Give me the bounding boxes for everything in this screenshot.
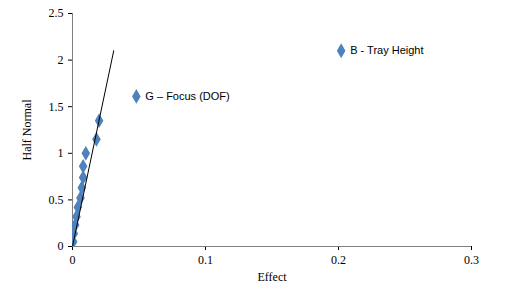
- svg-text:B - Tray Height: B - Tray Height: [350, 44, 423, 56]
- svg-text:0: 0: [58, 239, 64, 253]
- svg-text:0.1: 0.1: [198, 253, 213, 267]
- svg-text:0.3: 0.3: [464, 253, 479, 267]
- svg-text:0: 0: [70, 253, 76, 267]
- svg-text:2: 2: [58, 53, 64, 67]
- svg-text:Effect: Effect: [257, 270, 287, 284]
- svg-text:Half Normal: Half Normal: [20, 99, 34, 161]
- svg-text:2.5: 2.5: [49, 6, 64, 20]
- svg-text:0.2: 0.2: [331, 253, 346, 267]
- svg-text:0.5: 0.5: [49, 193, 64, 207]
- svg-text:1.5: 1.5: [49, 100, 64, 114]
- svg-text:1: 1: [58, 146, 64, 160]
- svg-text:G – Focus (DOF): G – Focus (DOF): [145, 90, 229, 102]
